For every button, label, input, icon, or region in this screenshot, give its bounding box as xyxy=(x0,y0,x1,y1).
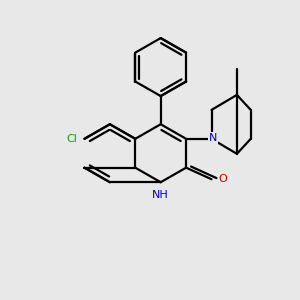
Text: Cl: Cl xyxy=(66,134,77,144)
Text: NH: NH xyxy=(152,190,169,200)
Text: O: O xyxy=(218,174,227,184)
Text: N: N xyxy=(208,133,217,142)
